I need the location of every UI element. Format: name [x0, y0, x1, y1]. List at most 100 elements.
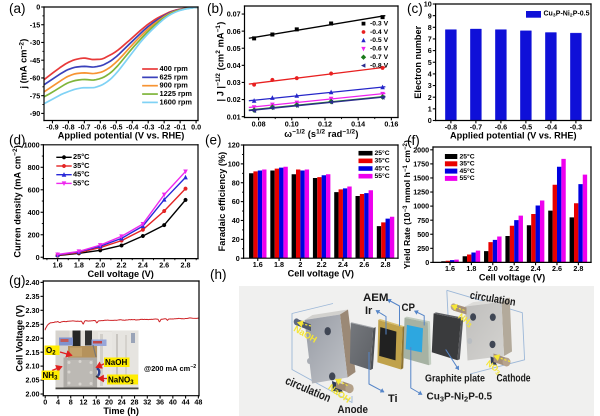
- svg-text:800: 800: [28, 163, 40, 172]
- svg-text:Time (h): Time (h): [103, 406, 139, 416]
- svg-text:Cell voltage (V): Cell voltage (V): [288, 268, 354, 278]
- svg-text:-0.7 V: -0.7 V: [370, 54, 389, 61]
- svg-text:1000: 1000: [24, 140, 40, 149]
- svg-text:@ 2 0 0: @ 2 0 0 m A c m − 2: [144, 355, 198, 375]
- svg-text:25°C: 25°C: [73, 152, 90, 161]
- svg-text:1.6: 1.6: [53, 260, 63, 269]
- svg-text:16: 16: [92, 398, 100, 407]
- svg-text:44: 44: [182, 398, 190, 407]
- svg-text:2.8: 2.8: [381, 260, 391, 269]
- svg-text:12: 12: [80, 398, 88, 407]
- svg-text:(g): (g): [9, 273, 26, 288]
- svg-text:-45: -45: [30, 56, 40, 65]
- svg-text:-60: -60: [30, 74, 40, 83]
- svg-text:1.6: 1.6: [253, 260, 263, 269]
- svg-text:8: 8: [69, 398, 73, 407]
- svg-text:CP: CP: [402, 302, 416, 314]
- svg-text:2.40: 2.40: [26, 278, 40, 287]
- svg-text:2: 2: [298, 260, 302, 269]
- svg-text:35°C: 35°C: [375, 157, 390, 165]
- svg-text:625 rpm: 625 rpm: [160, 72, 189, 81]
- svg-text:2.25: 2.25: [26, 320, 40, 329]
- svg-text:2.6: 2.6: [552, 264, 562, 273]
- svg-text:750: 750: [417, 216, 429, 225]
- svg-text:25°C: 25°C: [375, 149, 390, 157]
- svg-text:Cell Voltage (V): Cell Voltage (V): [15, 305, 25, 372]
- svg-text:0.06: 0.06: [227, 27, 241, 36]
- svg-text:(b): (b): [207, 1, 224, 16]
- svg-text:NaNO3: NaNO3: [108, 376, 134, 387]
- svg-text:20: 20: [105, 398, 113, 407]
- svg-text:8: 8: [428, 23, 432, 32]
- svg-text:-0.5: -0.5: [520, 122, 532, 131]
- svg-text:0.01: 0.01: [227, 112, 241, 121]
- svg-text:-0.6 V: -0.6 V: [370, 46, 389, 53]
- svg-text:0.14: 0.14: [351, 119, 365, 128]
- svg-text:2000: 2000: [413, 145, 429, 154]
- svg-text:1250: 1250: [413, 188, 429, 197]
- svg-text:-0.7: -0.7: [78, 122, 90, 131]
- svg-text:0.0: 0.0: [191, 122, 201, 131]
- svg-text:48: 48: [194, 398, 202, 407]
- svg-text:0: 0: [425, 258, 429, 267]
- svg-text:j ( m: j ( m A c m ) − 2: [10, 34, 30, 89]
- svg-text:(a): (a): [9, 1, 26, 16]
- svg-text:24: 24: [118, 398, 126, 407]
- svg-text:4: 4: [56, 398, 60, 407]
- svg-text:Applied potential (V vs. RHE): Applied potential (V vs. RHE): [58, 131, 185, 141]
- svg-text:1500: 1500: [413, 174, 429, 183]
- svg-text:10: 10: [424, 0, 432, 9]
- svg-text:55°C: 55°C: [73, 178, 90, 187]
- svg-text:-0.3 V: -0.3 V: [370, 20, 389, 27]
- svg-text:45°C: 45°C: [73, 170, 90, 179]
- svg-text:Cathode: Cathode: [497, 373, 531, 385]
- svg-text:9: 9: [428, 11, 432, 20]
- svg-text:2.2: 2.2: [117, 260, 127, 269]
- svg-text:200: 200: [28, 230, 40, 239]
- svg-text:1.8: 1.8: [466, 264, 476, 273]
- svg-text:Cell voltage (V): Cell voltage (V): [88, 269, 154, 279]
- svg-text:2.2: 2.2: [509, 264, 519, 273]
- svg-text:2.30: 2.30: [26, 306, 40, 315]
- svg-text:0.07: 0.07: [227, 10, 241, 19]
- svg-text:-0.5: -0.5: [110, 122, 122, 131]
- svg-text:-0.6: -0.6: [495, 122, 507, 131]
- svg-text:-30: -30: [30, 38, 40, 47]
- svg-text:36: 36: [156, 398, 164, 407]
- svg-text:| J: | J | ( c m m A ) − 1 / 2 2 − 1: [207, 17, 227, 101]
- svg-text:-0.4: -0.4: [126, 122, 138, 131]
- svg-text:2: 2: [428, 93, 432, 102]
- svg-text:250: 250: [417, 244, 429, 253]
- svg-text:Cell voltage (V): Cell voltage (V): [479, 273, 545, 283]
- svg-text:0: 0: [36, 3, 40, 12]
- svg-text:2.00: 2.00: [26, 390, 40, 399]
- svg-text:NH3: NH3: [43, 371, 59, 382]
- svg-text:-0.2: -0.2: [158, 122, 170, 131]
- svg-text:0.16: 0.16: [384, 119, 398, 128]
- svg-text:Graphite plate: Graphite plate: [425, 373, 485, 385]
- svg-text:Ti: Ti: [388, 393, 398, 405]
- svg-text:(f): (f): [407, 133, 420, 148]
- svg-text:80: 80: [232, 178, 240, 187]
- svg-text:0: 0: [236, 254, 240, 263]
- svg-text:-0.8 V: -0.8 V: [370, 62, 389, 69]
- svg-text:1: 1: [428, 104, 432, 113]
- svg-text:1225 rpm: 1225 rpm: [160, 89, 193, 98]
- svg-text:-0.3: -0.3: [142, 122, 154, 131]
- svg-text:Anode: Anode: [338, 404, 369, 416]
- svg-text:25°C: 25°C: [460, 152, 475, 160]
- svg-text:2.4: 2.4: [138, 260, 148, 269]
- svg-text:2.4: 2.4: [338, 260, 348, 269]
- svg-text:2.10: 2.10: [26, 362, 40, 371]
- svg-text:2.6: 2.6: [359, 260, 369, 269]
- svg-text:4: 4: [428, 70, 432, 79]
- svg-text:Ir: Ir: [365, 305, 373, 317]
- svg-text:-15: -15: [30, 20, 40, 29]
- svg-text:120: 120: [228, 141, 240, 150]
- svg-text:-0.7: -0.7: [470, 122, 482, 131]
- svg-text:45°C: 45°C: [460, 167, 475, 175]
- svg-text:1.8: 1.8: [74, 260, 84, 269]
- svg-text:0.02: 0.02: [227, 95, 241, 104]
- svg-text:7: 7: [428, 35, 432, 44]
- svg-text:45°C: 45°C: [375, 164, 390, 172]
